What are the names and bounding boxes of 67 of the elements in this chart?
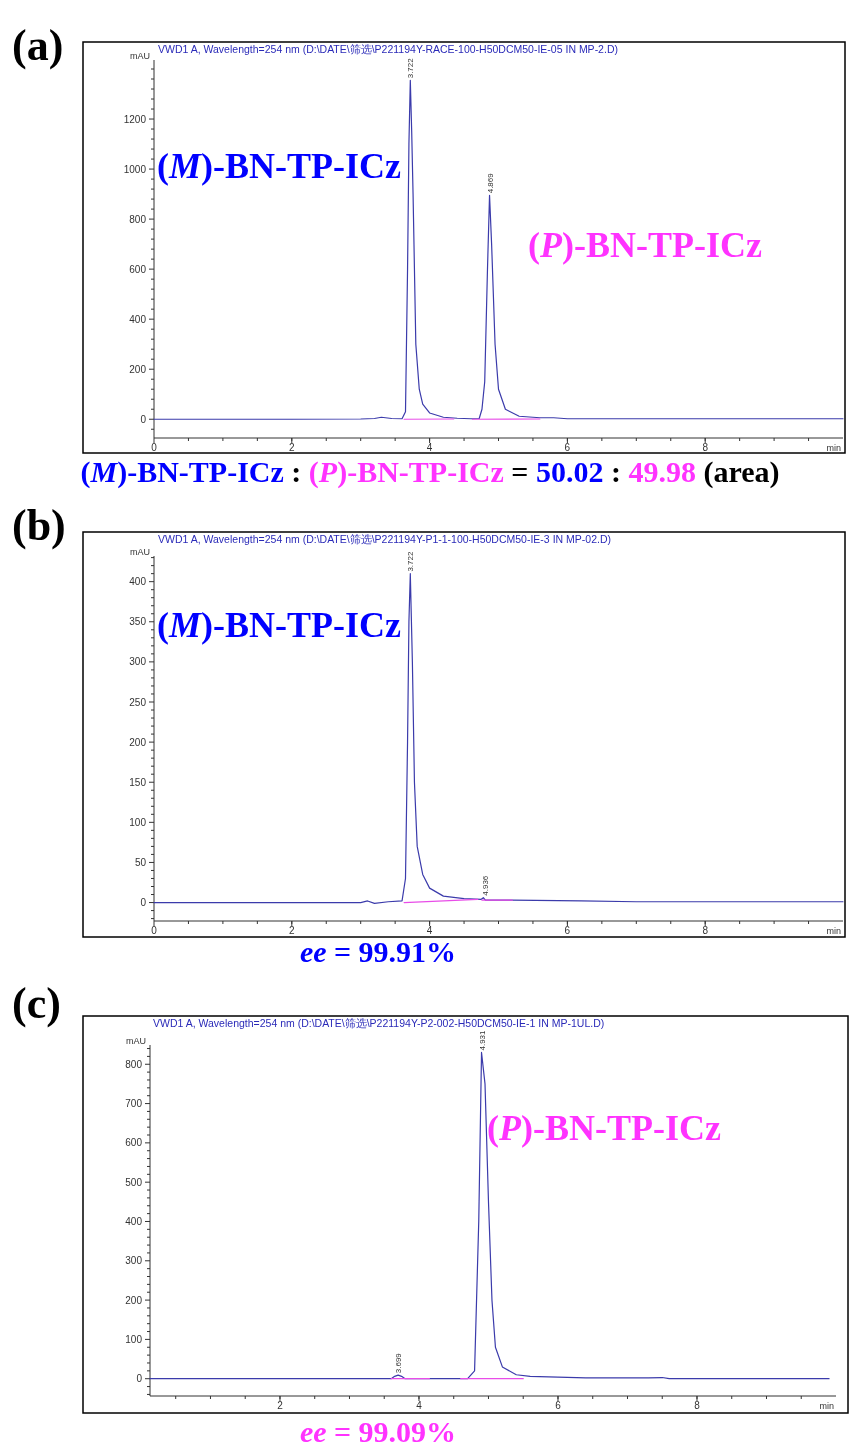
x-tick-label: 6 — [555, 1400, 562, 1411]
annotation: (M)-BN-TP-ICz — [157, 605, 401, 645]
chart-title: (b) — [12, 501, 66, 550]
x-tick-label: 6 — [564, 442, 571, 453]
text: ee = 99.91% — [299, 935, 457, 968]
y-tick-label: 0 — [140, 897, 147, 909]
annotation: (P)-BN-TP-ICz — [487, 1108, 721, 1148]
y-tick-label: 700 — [125, 1098, 143, 1110]
x-tick-label: 2 — [277, 1400, 284, 1411]
annotation: 4.869 — [485, 172, 495, 194]
y-tick-label: 150 — [129, 776, 147, 788]
y-tick-label: 0 — [136, 1373, 143, 1385]
chart-title: (a) — [12, 21, 64, 70]
y-tick-label: 100 — [129, 816, 147, 828]
annotation: 3.722 — [406, 57, 416, 79]
x-tick-label: 4 — [426, 925, 433, 936]
y-tick-label: 250 — [129, 696, 147, 708]
y-tick-label: 100 — [125, 1333, 143, 1345]
x-axis-title: min — [826, 926, 841, 936]
y-tick-label: 200 — [129, 736, 147, 748]
x-tick-label: 0 — [151, 442, 158, 453]
y-tick-label: 400 — [129, 576, 147, 588]
text: ee = 99.09% — [299, 1415, 457, 1448]
y-tick-label: 0 — [140, 413, 147, 425]
x-axis-title: min — [826, 443, 841, 453]
x-tick-label: 6 — [564, 925, 571, 936]
x-tick-label: 8 — [694, 1400, 701, 1411]
text: VWD1 A, Wavelength=254 nm (D:\DATE\筛选\P221194Y-RACE-100-H50DCM50-IE-05 IN MP-2.D) — [158, 43, 618, 55]
y-tick-label: 800 — [129, 213, 147, 225]
y-tick-label: 600 — [129, 263, 147, 275]
y-tick-label: 400 — [129, 313, 147, 325]
y-axis-title: mAU — [130, 51, 150, 61]
x-tick-label: 4 — [416, 1400, 423, 1411]
x-tick-label: 4 — [426, 442, 433, 453]
annotation: 4.936 — [480, 875, 490, 896]
text: (M)-BN-TP-ICz : (P)-BN-TP-ICz = 50.02 : 49.98 (area) — [80, 455, 780, 488]
y-tick-label: 1200 — [123, 113, 147, 125]
y-axis-title: mAU — [126, 1036, 146, 1046]
y-tick-label: 300 — [129, 656, 147, 668]
x-tick-label: 2 — [289, 442, 296, 453]
y-tick-label: 300 — [125, 1255, 143, 1267]
line-series — [153, 79, 844, 420]
annotation: 3.722 — [406, 551, 416, 572]
y-tick-label: 500 — [125, 1176, 143, 1188]
annotation: 3.699 — [394, 1352, 404, 1374]
x-tick-label: 0 — [151, 925, 158, 936]
y-axis-title: mAU — [130, 547, 150, 557]
annotation: 4.931 — [477, 1029, 487, 1051]
y-tick-label: 50 — [134, 856, 147, 868]
line-series — [153, 573, 844, 904]
chart-title: (c) — [12, 979, 61, 1028]
x-tick-label: 2 — [289, 925, 296, 936]
text: VWD1 A, Wavelength=254 nm (D:\DATE\筛选\P221194Y-P1-1-100-H50DCM50-IE-3 IN MP-02.D) — [158, 533, 611, 545]
line-series — [149, 1051, 830, 1380]
y-tick-label: 800 — [125, 1058, 143, 1070]
y-tick-label: 400 — [125, 1215, 143, 1227]
annotation: (M)-BN-TP-ICz — [157, 146, 401, 186]
x-tick-label: 8 — [702, 925, 709, 936]
y-tick-label: 1000 — [123, 163, 147, 175]
y-tick-label: 200 — [125, 1294, 143, 1306]
x-tick-label: 8 — [702, 442, 709, 453]
y-tick-label: 600 — [125, 1137, 143, 1149]
y-tick-label: 350 — [129, 616, 147, 628]
annotation: (P)-BN-TP-ICz — [528, 225, 762, 265]
text: VWD1 A, Wavelength=254 nm (D:\DATE\筛选\P221194Y-P2-002-H50DCM50-IE-1 IN MP-1UL.D) — [153, 1017, 605, 1029]
x-axis-title: min — [819, 1401, 834, 1411]
y-tick-label: 200 — [129, 363, 147, 375]
